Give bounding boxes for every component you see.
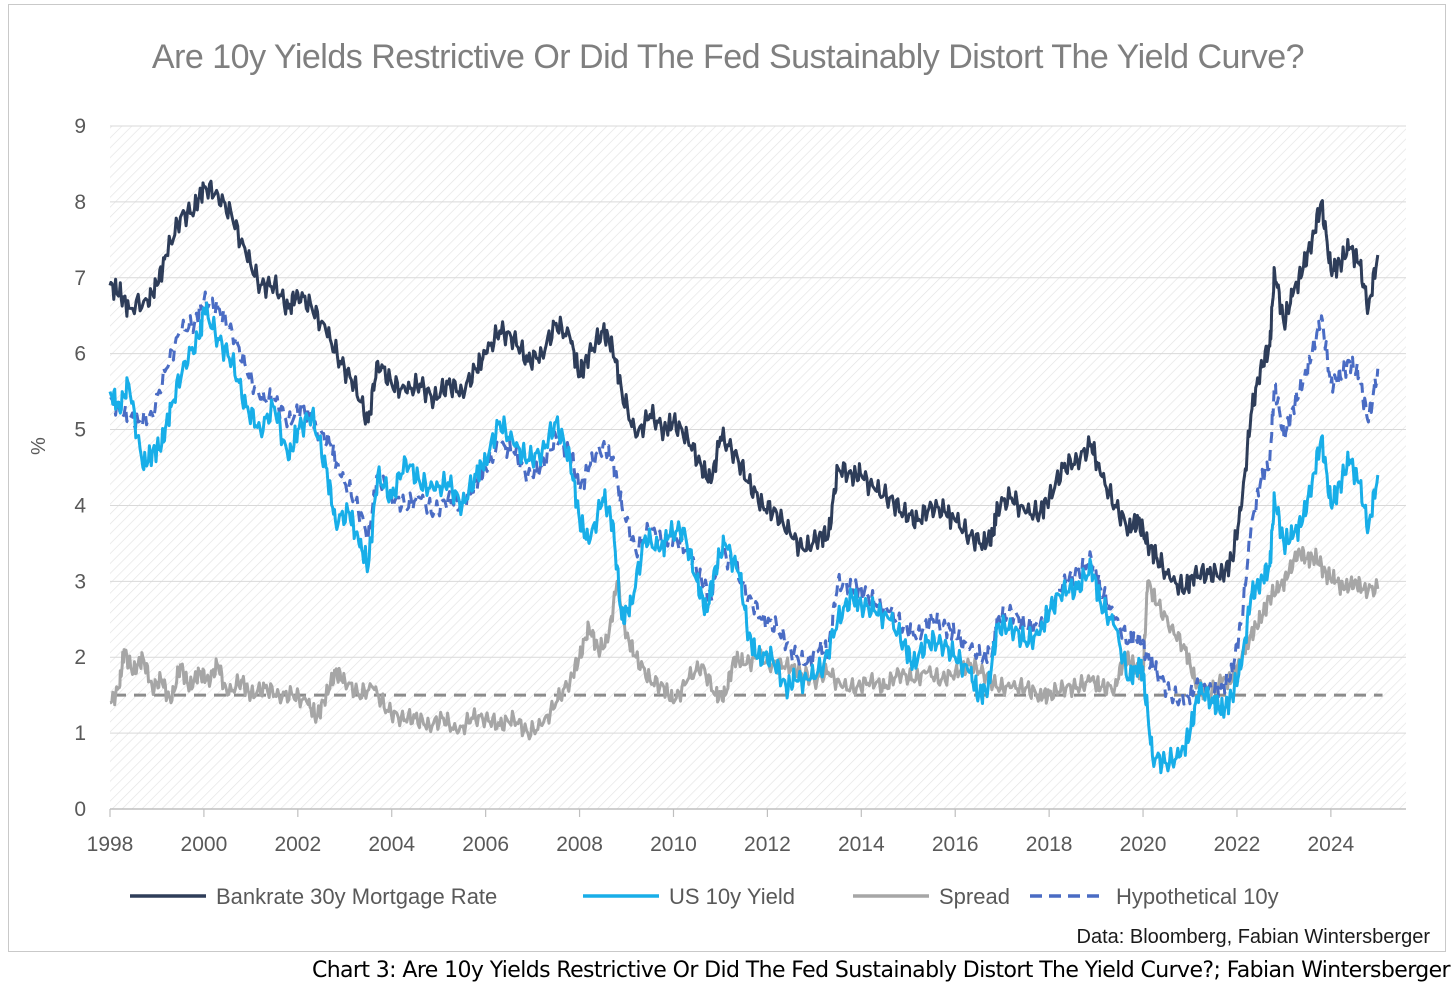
x-tick-label: 2018	[1026, 833, 1073, 856]
y-tick-label: 4	[74, 494, 86, 517]
source-note: Data: Bloomberg, Fabian Wintersberger	[1076, 926, 1431, 948]
series-group	[108, 179, 1383, 775]
x-tick-label: 2020	[1120, 833, 1167, 856]
legend: Bankrate 30y Mortgage Rate US 10y Yield Sp…	[130, 884, 1279, 909]
series-line-spread	[109, 546, 1380, 741]
x-tick-label: 2006	[462, 833, 509, 856]
y-tick-label: 7	[74, 267, 86, 290]
x-tick-label: 2022	[1214, 833, 1261, 856]
x-tick-label: 2004	[368, 833, 415, 856]
x-tick-label: 2008	[556, 833, 603, 856]
x-tick-label: 2016	[932, 833, 979, 856]
x-tick-label: 2002	[274, 833, 321, 856]
x-tick-label: 1998	[87, 833, 134, 856]
legend-label: Hypothetical 10y	[1116, 884, 1279, 909]
y-tick-label: 9	[74, 115, 86, 138]
y-tick-label: 5	[74, 419, 86, 442]
series-line-us10y	[108, 301, 1380, 775]
axes: 0 1 2 3 4 5 6 7 8 9 1998 2000 2002 2004 2006 2008 2010 20…	[74, 115, 1406, 856]
y-axis-label: %	[28, 437, 50, 455]
legend-label: US 10y Yield	[669, 884, 795, 909]
caption: Chart 3: Are 10y Yields Restrictive Or D…	[311, 958, 1451, 983]
legend-label: Bankrate 30y Mortgage Rate	[216, 884, 497, 909]
y-tick-label: 8	[74, 191, 86, 214]
y-tick-label: 2	[74, 646, 86, 669]
x-tick-label: 2014	[838, 833, 885, 856]
x-tick-label: 2012	[744, 833, 791, 856]
y-tick-label: 0	[74, 798, 86, 821]
chart-title: Are 10y Yields Restrictive Or Did The Fe…	[151, 38, 1305, 76]
x-tick-label: 2000	[181, 833, 228, 856]
series-line-mortgage	[108, 179, 1380, 596]
y-tick-label: 3	[74, 570, 86, 593]
legend-label: Spread	[939, 884, 1010, 909]
plot-area	[110, 126, 1406, 809]
series-line-hypothetical	[109, 290, 1380, 707]
y-tick-label: 1	[74, 722, 86, 745]
x-tick-label: 2010	[650, 833, 697, 856]
x-tick-label: 2024	[1308, 833, 1355, 856]
y-tick-label: 6	[74, 343, 86, 366]
